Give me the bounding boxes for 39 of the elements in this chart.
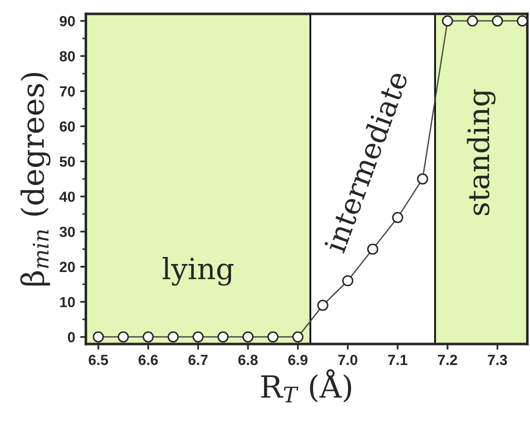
y-axis-title: β$_{min}$ (degrees) — [20, 72, 51, 286]
point — [192, 331, 204, 342]
band-label: lying — [162, 257, 234, 286]
y-tick-label: 30 — [60, 226, 75, 238]
point — [118, 331, 129, 342]
x-tick-label: 7.2 — [438, 354, 458, 365]
point — [466, 15, 478, 26]
y-tick-label: 70 — [60, 86, 75, 97]
x-tick-label: 6.7 — [188, 354, 208, 366]
x-axis-title: R$_{T}$ (Å) — [261, 369, 352, 402]
y-tick-label: 0 — [68, 332, 75, 342]
point — [168, 331, 179, 342]
x-tick-label: 7.3 — [488, 354, 508, 366]
x-tick-label: 7.0 — [338, 354, 358, 366]
x-tick-label: 6.6 — [138, 354, 158, 366]
x-tick-label: 6.8 — [238, 354, 258, 366]
point — [217, 331, 229, 342]
point — [317, 300, 328, 311]
y-tick-label: 50 — [60, 156, 75, 167]
point — [492, 15, 503, 26]
point — [242, 331, 254, 342]
point — [267, 331, 278, 342]
x-tick-label: 7.1 — [388, 354, 408, 365]
y-tick-label: 60 — [60, 121, 75, 132]
y-tick-label: 10 — [60, 296, 75, 308]
y-tick-label: 90 — [60, 16, 75, 26]
point — [442, 15, 454, 26]
y-tick-label: 80 — [60, 51, 75, 62]
point — [342, 275, 354, 286]
band-label: standing — [466, 89, 496, 216]
point — [292, 331, 304, 342]
y-tick-label: 20 — [60, 262, 75, 272]
point — [92, 331, 104, 342]
point — [417, 173, 428, 184]
point — [142, 331, 154, 342]
point — [516, 15, 528, 26]
x-tick-label: 6.9 — [288, 354, 308, 366]
x-tick-label: 6.5 — [88, 354, 108, 366]
y-tick-label: 40 — [59, 192, 75, 202]
